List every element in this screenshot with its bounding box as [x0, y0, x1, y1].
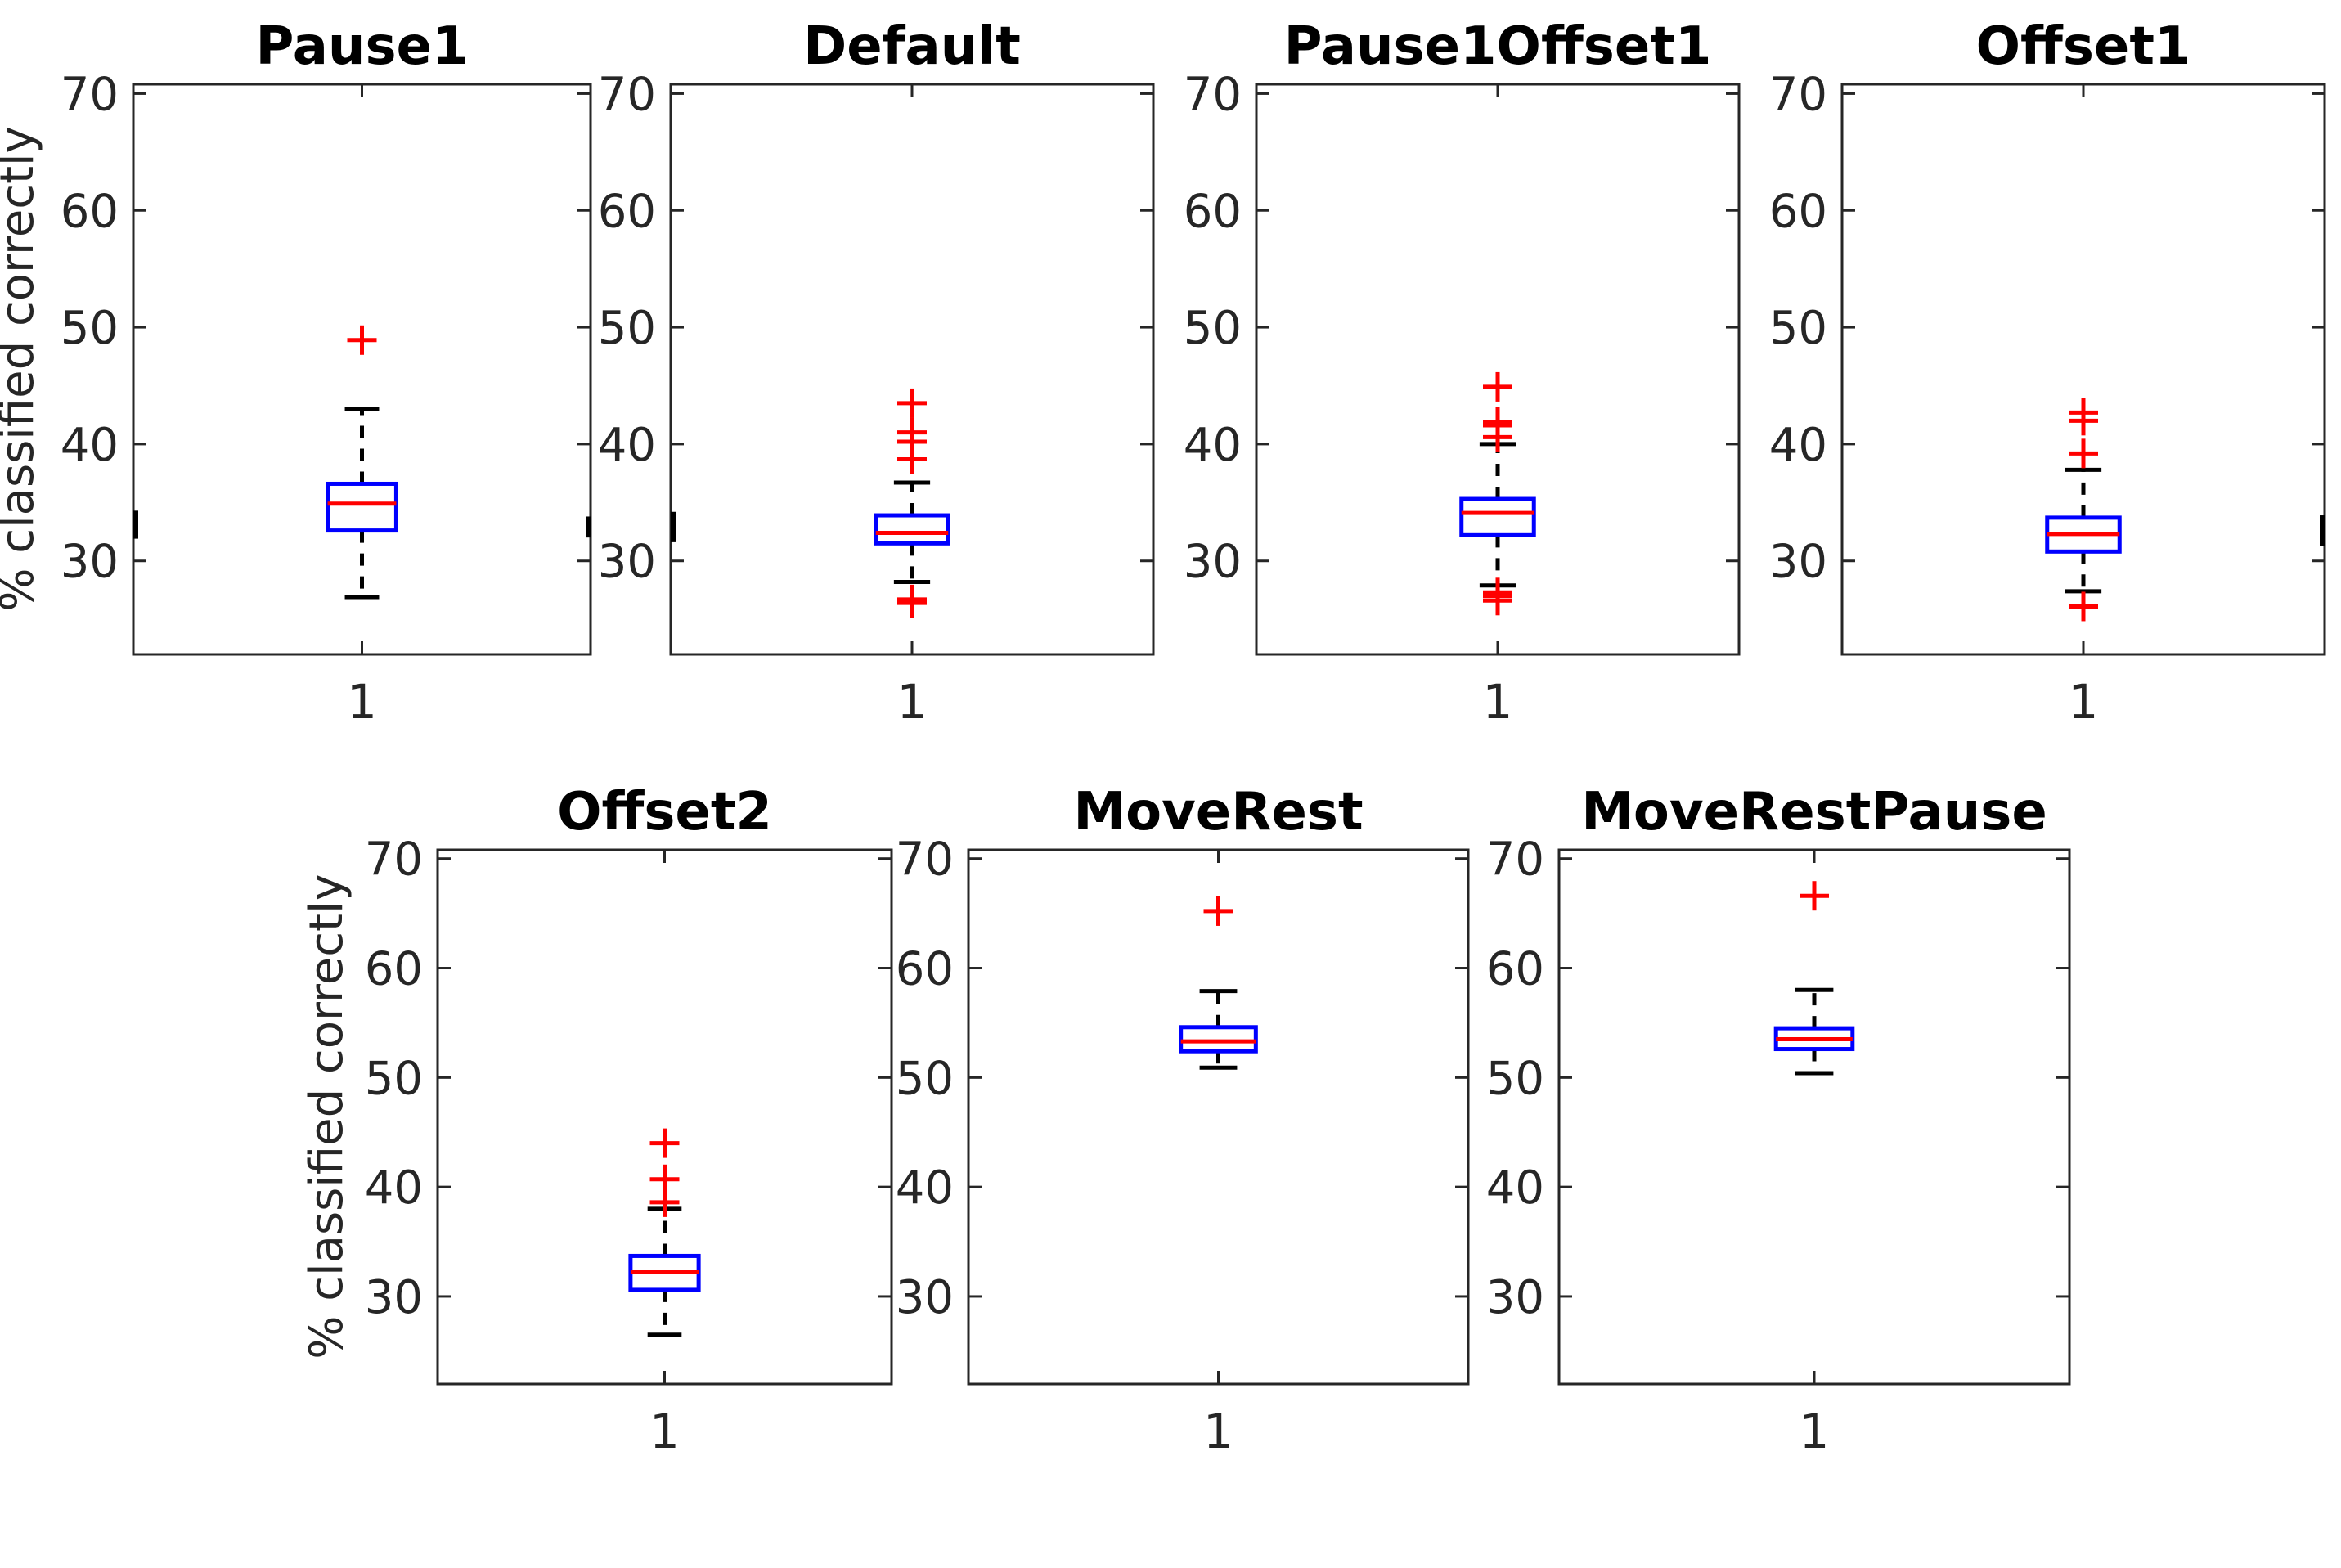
- x-tick-label: 1: [2069, 674, 2099, 730]
- axis-box: [1557, 848, 2071, 1386]
- y-tick-label: 50: [1769, 302, 1827, 355]
- subplot-title: Offset2: [557, 782, 772, 842]
- iqr-box: [326, 481, 398, 533]
- y-tick-label: 40: [598, 419, 656, 472]
- outlier-marker: [2069, 438, 2098, 469]
- subplot-offset2: 30 40 50 60 70 1 Offset2: [365, 782, 893, 1459]
- y-tick-label: 40: [1486, 1161, 1544, 1215]
- subplot-title: Offset1: [1976, 16, 2191, 77]
- outlier-marker: [2069, 406, 2098, 436]
- y-tick-label: 70: [896, 833, 954, 887]
- y-tick-label: 60: [365, 943, 423, 996]
- subplot-pause1offset1: 30 40 50 60 70 1 Pause1Offset1: [1184, 16, 1741, 730]
- y-tick-label: 50: [896, 1052, 954, 1105]
- y-tick-label: 30: [896, 1271, 954, 1324]
- y-tick-label: 30: [1486, 1271, 1544, 1324]
- y-axis-label: % classified correctly: [0, 126, 44, 611]
- y-tick-label: 70: [365, 833, 423, 887]
- y-tick-label: 50: [365, 1052, 423, 1105]
- y-tick-label: 30: [1184, 536, 1242, 589]
- outlier-marker: [897, 388, 927, 418]
- y-tick-label: 30: [598, 536, 656, 589]
- subplot-title: Pause1: [256, 16, 469, 77]
- outlier-marker: [897, 588, 927, 618]
- y-tick-label: 40: [365, 1161, 423, 1215]
- y-tick-label: 60: [61, 185, 119, 238]
- x-tick-label: 1: [649, 1404, 680, 1459]
- y-tick-label: 60: [1184, 185, 1242, 238]
- outlier-marker: [649, 1187, 680, 1217]
- y-axis-label: % classified correctly: [300, 874, 353, 1359]
- outlier-marker: [347, 325, 377, 355]
- iqr-box: [1459, 496, 1536, 537]
- y-tick-label: 60: [598, 185, 656, 238]
- y-tick-label: 50: [61, 302, 119, 355]
- x-tick-label: 1: [1800, 1404, 1830, 1459]
- axis-box: [436, 848, 893, 1386]
- y-tick-label: 40: [1184, 419, 1242, 472]
- y-tick-label: 40: [61, 419, 119, 472]
- subplot-moverestpause: 30 40 50 60 70 1 MoveRestPause: [1486, 782, 2071, 1459]
- y-tick-label: 70: [1184, 68, 1242, 121]
- outlier-marker: [1203, 896, 1233, 926]
- y-tick-label: 70: [61, 68, 119, 121]
- outlier-marker: [1483, 586, 1512, 616]
- y-tick-label: 30: [1769, 536, 1827, 589]
- outlier-marker: [1800, 881, 1829, 911]
- axis-box: [132, 83, 592, 656]
- y-tick-label: 70: [598, 68, 656, 121]
- subplot-pause1: 30 40 50 60 70 1 Pause1: [61, 16, 592, 730]
- y-tick-label: 50: [598, 302, 656, 355]
- subplot-title: Pause1Offset1: [1284, 16, 1712, 77]
- y-tick-label: 30: [365, 1271, 423, 1324]
- x-tick-label: 1: [1483, 674, 1513, 730]
- outlier-marker: [2069, 591, 2098, 622]
- iqr-box: [1179, 1025, 1258, 1054]
- outlier-marker: [649, 1128, 680, 1158]
- y-tick-label: 60: [1769, 185, 1827, 238]
- axis-box: [967, 848, 1470, 1386]
- y-tick-label: 60: [896, 943, 954, 996]
- x-tick-label: 1: [897, 674, 928, 730]
- y-tick-label: 40: [896, 1161, 954, 1215]
- outlier-marker: [1483, 371, 1512, 402]
- y-tick-label: 50: [1184, 302, 1242, 355]
- x-tick-label: 1: [1203, 1404, 1233, 1459]
- y-tick-label: 70: [1486, 833, 1544, 887]
- subplot-title: MoveRest: [1073, 782, 1363, 842]
- subplot-title: MoveRestPause: [1581, 782, 2047, 842]
- subplot-default: 30 40 50 60 70 1 Default: [598, 16, 1155, 730]
- subplot-offset1: 30 40 50 60 70 1 Offset1: [1769, 16, 2326, 730]
- subplot-moverest: 30 40 50 60 70 1 MoveRest: [896, 782, 1470, 1459]
- y-tick-label: 40: [1769, 419, 1827, 472]
- outlier-marker: [1483, 422, 1512, 452]
- y-tick-label: 50: [1486, 1052, 1544, 1105]
- y-tick-label: 70: [1769, 68, 1827, 121]
- outlier-marker: [897, 444, 927, 474]
- iqr-box: [874, 513, 950, 546]
- axis-box: [1840, 83, 2326, 656]
- subplot-title: Default: [803, 16, 1021, 77]
- x-tick-label: 1: [347, 674, 377, 730]
- y-tick-label: 30: [61, 536, 119, 589]
- y-tick-label: 60: [1486, 943, 1544, 996]
